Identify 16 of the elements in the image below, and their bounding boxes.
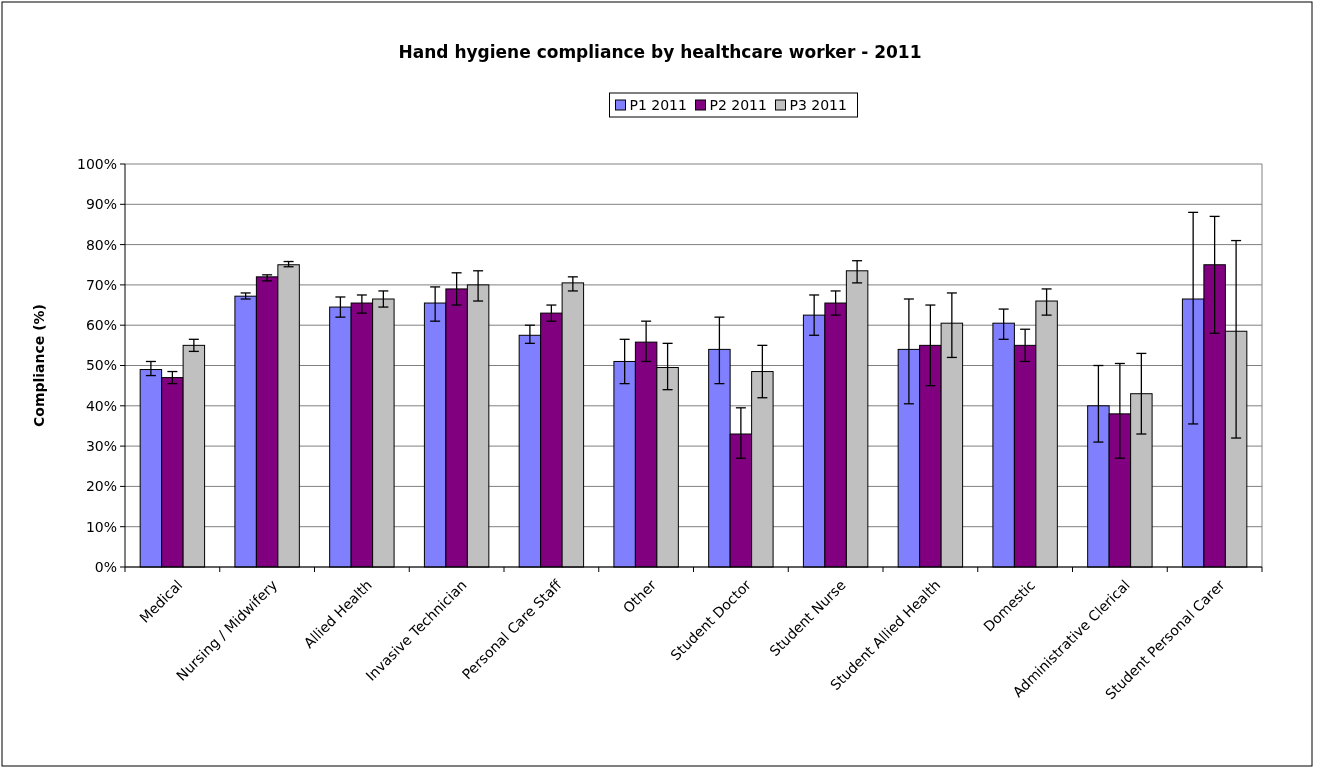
y-tick-label: 80% <box>85 236 117 253</box>
y-tick-label: 90% <box>85 196 117 213</box>
legend-label: P3 2011 <box>789 96 847 113</box>
y-tick-label: 70% <box>85 276 117 293</box>
y-tick-label: 20% <box>85 478 117 495</box>
legend-label: P1 2011 <box>629 96 687 113</box>
y-tick-label: 100% <box>76 155 117 172</box>
y-tick-label: 10% <box>85 518 117 535</box>
y-tick-label: 60% <box>85 317 117 334</box>
y-tick-label: 30% <box>85 438 117 454</box>
legend-label: P2 2011 <box>709 96 767 113</box>
y-tick-label: 0% <box>94 558 117 575</box>
y-axis-title: Compliance (%) <box>31 303 47 428</box>
y-tick-label: 50% <box>85 357 117 374</box>
y-tick-label: 40% <box>85 397 117 414</box>
chart-title: Hand hygiene compliance by healthcare worker - 2011 <box>398 42 922 62</box>
